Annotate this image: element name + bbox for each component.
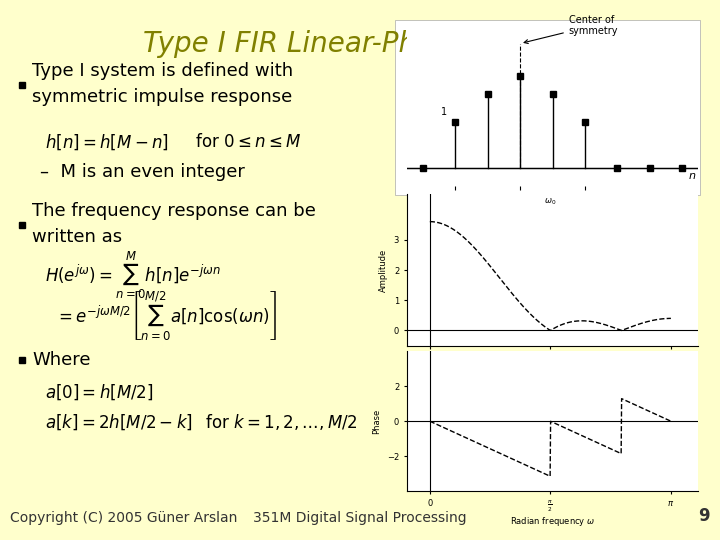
Text: 9: 9 [698, 507, 710, 525]
Text: for $0 \leq n \leq M$: for $0 \leq n \leq M$ [185, 133, 302, 151]
Text: n: n [688, 171, 696, 181]
Text: $h[n] = h[M-n]$: $h[n] = h[M-n]$ [45, 132, 169, 152]
Text: $= e^{-j\omega M/2} \left[\sum_{n=0}^{M/2} a[n]\cos(\omega n)\right]$: $= e^{-j\omega M/2} \left[\sum_{n=0}^{M/… [55, 288, 276, 341]
Text: $a[0] = h[M/2]$: $a[0] = h[M/2]$ [45, 382, 153, 402]
Text: The frequency response can be
written as: The frequency response can be written as [32, 202, 316, 246]
Y-axis label: Phase: Phase [372, 409, 382, 434]
Y-axis label: Amplitude: Amplitude [379, 248, 388, 292]
Text: $\omega_0$: $\omega_0$ [544, 197, 557, 207]
Text: Type I FIR Linear-Phase System: Type I FIR Linear-Phase System [143, 30, 577, 58]
Text: for $k = 1, 2, \ldots, M/2$: for $k = 1, 2, \ldots, M/2$ [195, 412, 357, 432]
Text: Copyright (C) 2005 Güner Arslan: Copyright (C) 2005 Güner Arslan [10, 511, 238, 525]
Bar [395, 20, 700, 195]
X-axis label: Radian frequency $\omega$: Radian frequency $\omega$ [510, 370, 595, 383]
Text: 351M Digital Signal Processing: 351M Digital Signal Processing [253, 511, 467, 525]
Text: Where: Where [32, 351, 91, 369]
Text: Type I system is defined with
symmetric impulse response: Type I system is defined with symmetric … [32, 63, 293, 105]
Text: –  M is an even integer: – M is an even integer [40, 163, 245, 181]
Text: 1: 1 [441, 107, 447, 117]
X-axis label: Radian frequency $\omega$: Radian frequency $\omega$ [510, 516, 595, 529]
Text: Center of
symmetry: Center of symmetry [524, 15, 618, 44]
Text: $H(e^{j\omega}) = \sum_{n=0}^{M} h[n]e^{-j\omega n}$: $H(e^{j\omega}) = \sum_{n=0}^{M} h[n]e^{… [45, 249, 221, 301]
Text: $a[k] = 2h[M/2-k]$: $a[k] = 2h[M/2-k]$ [45, 412, 193, 432]
